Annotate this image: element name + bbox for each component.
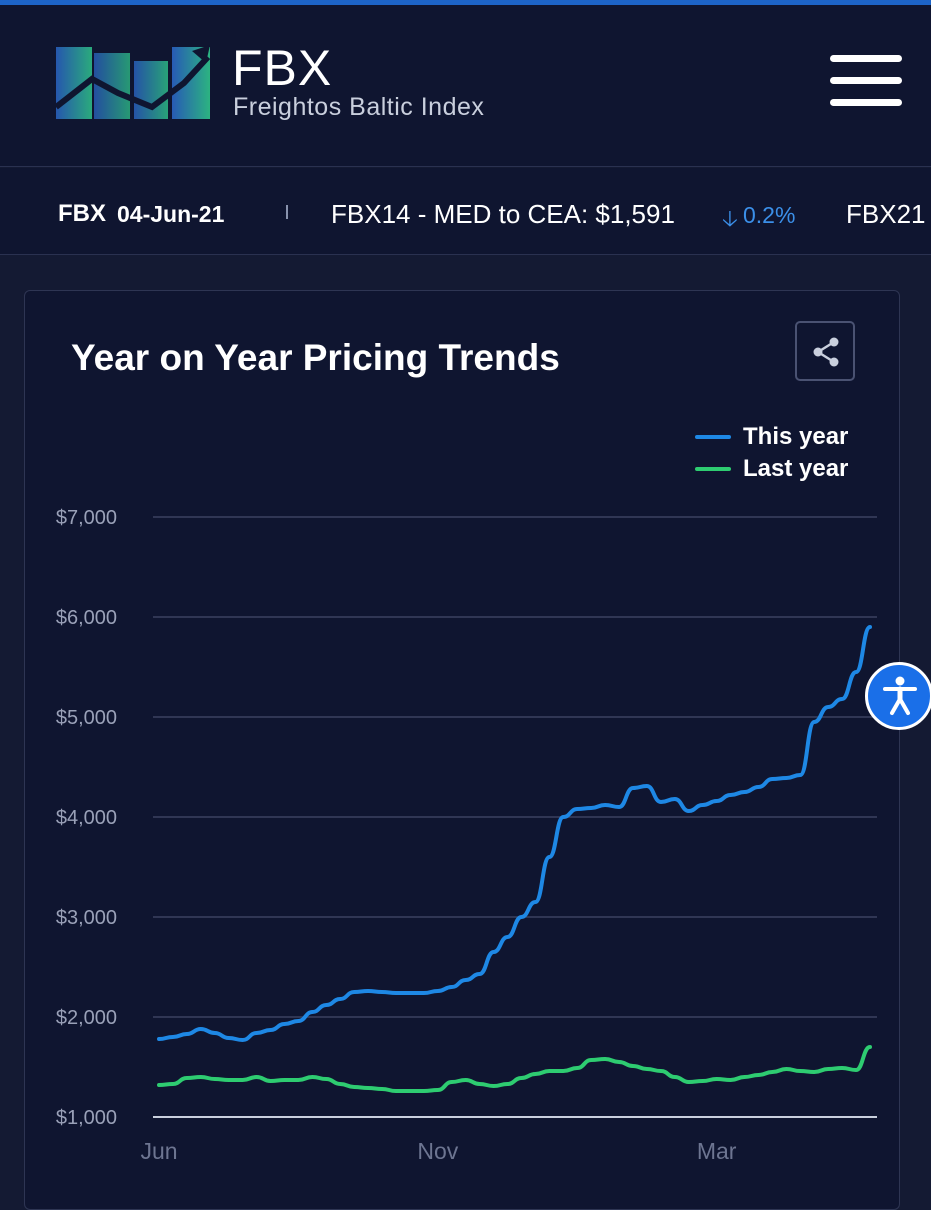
brand-title[interactable]: FBX bbox=[232, 40, 333, 96]
accessibility-button[interactable] bbox=[865, 662, 931, 730]
ticker-divider bbox=[286, 205, 288, 219]
y-tick-label: $7,000 bbox=[56, 507, 117, 529]
line-chart: $1,000 $2,000 $3,000 $4,000 $5,000 $6,000 $7,0… bbox=[56, 507, 877, 1164]
fbx-logo-icon[interactable] bbox=[56, 43, 210, 119]
legend-swatch-last-year bbox=[695, 467, 731, 471]
arrow-down-icon: 🡣 bbox=[722, 206, 738, 231]
share-icon bbox=[813, 337, 839, 367]
y-tick-label: $6,000 bbox=[56, 607, 117, 629]
pricing-trends-card: Year on Year Pricing Trends This year La… bbox=[24, 290, 900, 1210]
legend-label: This year bbox=[743, 423, 849, 450]
legend-swatch-this-year bbox=[695, 435, 731, 439]
series-line-this-year bbox=[157, 625, 872, 1042]
legend-label: Last year bbox=[743, 455, 849, 482]
ticker-label: FBX bbox=[58, 200, 106, 227]
site-header: FBX Freightos Baltic Index bbox=[0, 5, 931, 167]
brand-subtitle: Freightos Baltic Index bbox=[233, 93, 485, 121]
series-line-last-year bbox=[157, 1045, 872, 1093]
index-ticker: FBX 04-Jun-21 FBX14 - MED to CEA: $1,591… bbox=[0, 168, 931, 255]
hamburger-menu-icon[interactable] bbox=[826, 53, 906, 111]
y-tick-label: $2,000 bbox=[56, 1007, 117, 1029]
ticker-date: 04-Jun-21 bbox=[117, 201, 225, 227]
share-button[interactable] bbox=[795, 321, 855, 381]
chart-title: Year on Year Pricing Trends bbox=[71, 337, 560, 378]
ticker-route[interactable]: FBX14 - MED to CEA: $1,591 bbox=[331, 199, 675, 229]
ticker-next-route[interactable]: FBX21 bbox=[846, 199, 926, 229]
accessibility-icon bbox=[883, 676, 917, 715]
top-accent-bar bbox=[0, 0, 931, 5]
y-tick-label: $5,000 bbox=[56, 707, 117, 729]
y-tick-label: $1,000 bbox=[56, 1107, 117, 1129]
y-tick-label: $4,000 bbox=[56, 807, 117, 829]
x-tick-label: Jun bbox=[140, 1138, 177, 1164]
y-tick-label: $3,000 bbox=[56, 907, 117, 929]
x-tick-label: Mar bbox=[697, 1138, 737, 1164]
x-tick-label: Nov bbox=[417, 1138, 458, 1164]
ticker-change: 0.2% bbox=[743, 202, 796, 228]
